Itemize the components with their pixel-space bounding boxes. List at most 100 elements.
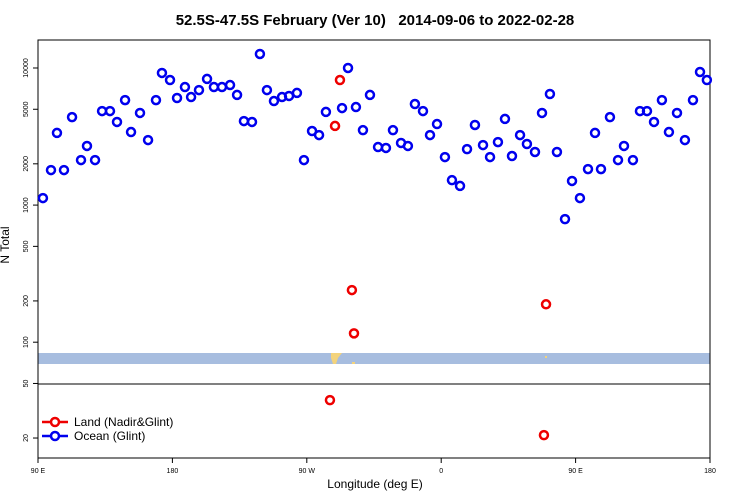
data-point bbox=[582, 163, 594, 175]
data-point bbox=[104, 105, 116, 117]
data-point bbox=[641, 105, 653, 117]
data-point bbox=[66, 111, 78, 123]
data-point bbox=[134, 107, 146, 119]
data-point bbox=[142, 134, 154, 146]
data-point bbox=[324, 394, 336, 406]
data-point bbox=[45, 164, 57, 176]
data-point bbox=[224, 79, 236, 91]
data-point bbox=[679, 134, 691, 146]
data-point bbox=[618, 140, 630, 152]
data-point bbox=[37, 192, 49, 204]
data-point bbox=[417, 105, 429, 117]
data-point bbox=[671, 107, 683, 119]
data-point bbox=[477, 139, 489, 151]
legend-label: Ocean (Glint) bbox=[74, 429, 145, 443]
y-tick-label: 10000 bbox=[23, 58, 30, 78]
data-point bbox=[409, 98, 421, 110]
data-point bbox=[687, 94, 699, 106]
data-point bbox=[298, 154, 310, 166]
data-point bbox=[75, 154, 87, 166]
y-tick-label: 200 bbox=[23, 295, 30, 307]
data-point bbox=[336, 102, 348, 114]
data-point bbox=[454, 180, 466, 192]
data-point bbox=[254, 48, 266, 60]
data-point bbox=[529, 146, 541, 158]
data-point bbox=[364, 89, 376, 101]
data-point bbox=[521, 138, 533, 150]
data-point bbox=[81, 140, 93, 152]
data-point bbox=[469, 119, 481, 131]
data-point bbox=[544, 88, 556, 100]
data-point bbox=[164, 74, 176, 86]
data-point bbox=[185, 91, 197, 103]
data-point bbox=[380, 142, 392, 154]
data-point bbox=[566, 175, 578, 187]
data-point bbox=[119, 94, 131, 106]
data-point bbox=[514, 129, 526, 141]
data-point bbox=[346, 284, 358, 296]
legend-label: Land (Nadir&Glint) bbox=[74, 415, 173, 429]
data-point bbox=[627, 154, 639, 166]
data-point bbox=[291, 87, 303, 99]
data-point bbox=[342, 62, 354, 74]
data-point bbox=[589, 127, 601, 139]
map-land bbox=[545, 356, 547, 358]
data-point bbox=[499, 113, 511, 125]
data-point bbox=[559, 213, 571, 225]
x-tick-label: 90 E bbox=[31, 468, 46, 475]
data-point bbox=[656, 94, 668, 106]
data-point bbox=[348, 328, 360, 339]
data-point bbox=[424, 129, 436, 141]
data-point bbox=[313, 129, 325, 141]
y-tick-label: 1000 bbox=[23, 197, 30, 213]
data-point bbox=[492, 136, 504, 148]
data-point bbox=[387, 124, 399, 136]
legend-marker bbox=[49, 430, 61, 442]
y-tick-label: 100 bbox=[23, 336, 30, 348]
data-point bbox=[446, 174, 458, 186]
data-point bbox=[58, 164, 70, 176]
data-point bbox=[648, 116, 660, 128]
y-tick-label: 500 bbox=[23, 240, 30, 252]
data-point bbox=[663, 126, 675, 138]
data-point bbox=[540, 299, 552, 310]
data-point bbox=[171, 92, 183, 104]
data-point bbox=[551, 146, 563, 158]
x-axis-label: Longitude (deg E) bbox=[327, 477, 422, 491]
data-point bbox=[89, 154, 101, 166]
data-point bbox=[357, 124, 369, 136]
y-tick-label: 20 bbox=[23, 434, 30, 442]
map-land bbox=[331, 353, 342, 364]
data-point bbox=[51, 127, 63, 139]
data-point bbox=[156, 67, 168, 79]
data-point bbox=[439, 151, 451, 163]
data-point bbox=[574, 192, 586, 204]
y-tick-label: 2000 bbox=[23, 156, 30, 172]
map-land bbox=[352, 362, 355, 364]
data-point bbox=[179, 81, 191, 93]
y-axis-label: N Total bbox=[0, 226, 12, 263]
data-point bbox=[402, 140, 414, 152]
legend-marker bbox=[49, 416, 61, 428]
data-point bbox=[125, 126, 137, 138]
data-point bbox=[320, 106, 332, 118]
data-point bbox=[201, 73, 213, 85]
data-point bbox=[111, 116, 123, 128]
data-point bbox=[268, 95, 280, 107]
data-point bbox=[595, 163, 607, 175]
data-point bbox=[461, 143, 473, 155]
x-tick-label: 90 W bbox=[299, 468, 316, 475]
data-point bbox=[350, 101, 362, 113]
data-point bbox=[604, 111, 616, 123]
data-point bbox=[193, 84, 205, 96]
data-point bbox=[612, 154, 624, 166]
x-tick-label: 180 bbox=[704, 468, 716, 475]
data-point bbox=[150, 94, 162, 106]
data-point bbox=[484, 151, 496, 163]
x-tick-label: 90 E bbox=[568, 468, 583, 475]
data-point bbox=[431, 118, 443, 130]
data-point bbox=[261, 84, 273, 96]
data-point bbox=[538, 429, 550, 441]
